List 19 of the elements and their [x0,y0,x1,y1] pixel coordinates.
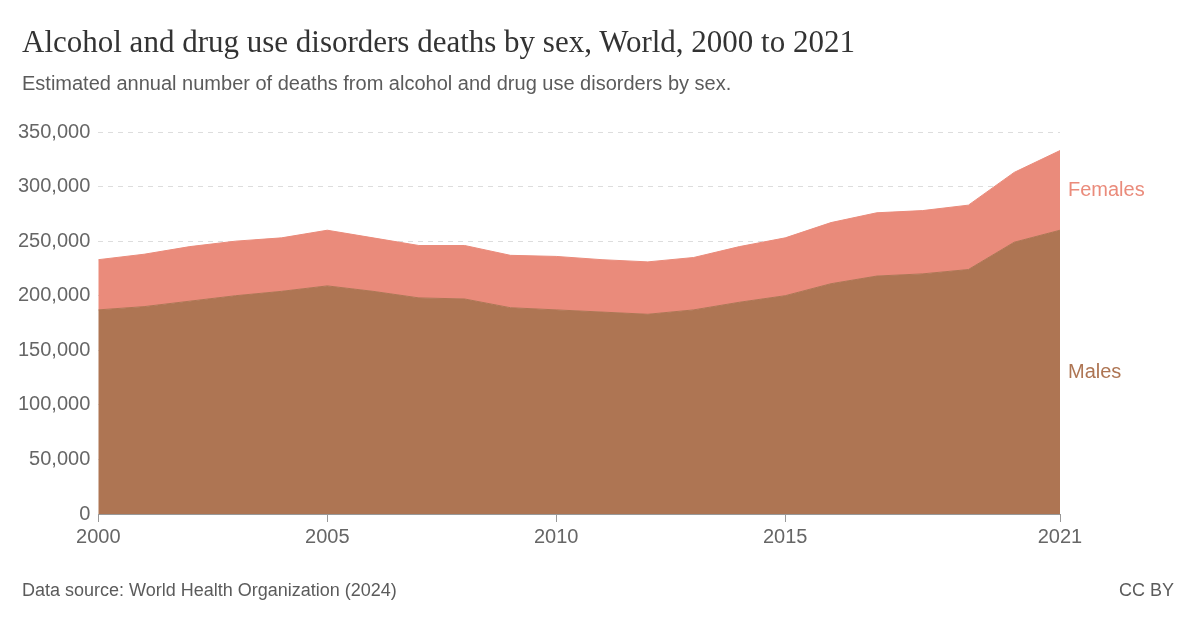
x-tick-label: 2005 [305,524,350,547]
series-label: Females [1068,177,1145,200]
chart-subtitle: Estimated annual number of deaths from alcohol and drug use disorders by sex. [22,72,732,95]
chart-title: Alcohol and drug use disorders deaths by sex, World, 2000 to 2021 [22,24,855,60]
y-tick-label: 350,000 [18,119,91,142]
text: CC BY [1118,580,1174,601]
y-tick-label: 150,000 [18,337,91,360]
y-tick-label: 200,000 [18,283,91,306]
x-tick-label: 2021 [1037,524,1083,547]
y-tick-label: 0 [79,501,91,524]
y-tick-label: 50,000 [29,446,91,469]
y-tick-label: 250,000 [18,228,91,251]
x-tick-label: 2000 [76,524,121,547]
source-note: Data source: World Health Organization (2024) [22,580,397,601]
x-tick-label: 2015 [762,524,808,547]
series-label: Males [1068,359,1122,382]
y-tick-label: 100,000 [18,392,91,415]
x-tick-label: 2010 [534,524,579,547]
y-tick-label: 300,000 [18,174,91,197]
